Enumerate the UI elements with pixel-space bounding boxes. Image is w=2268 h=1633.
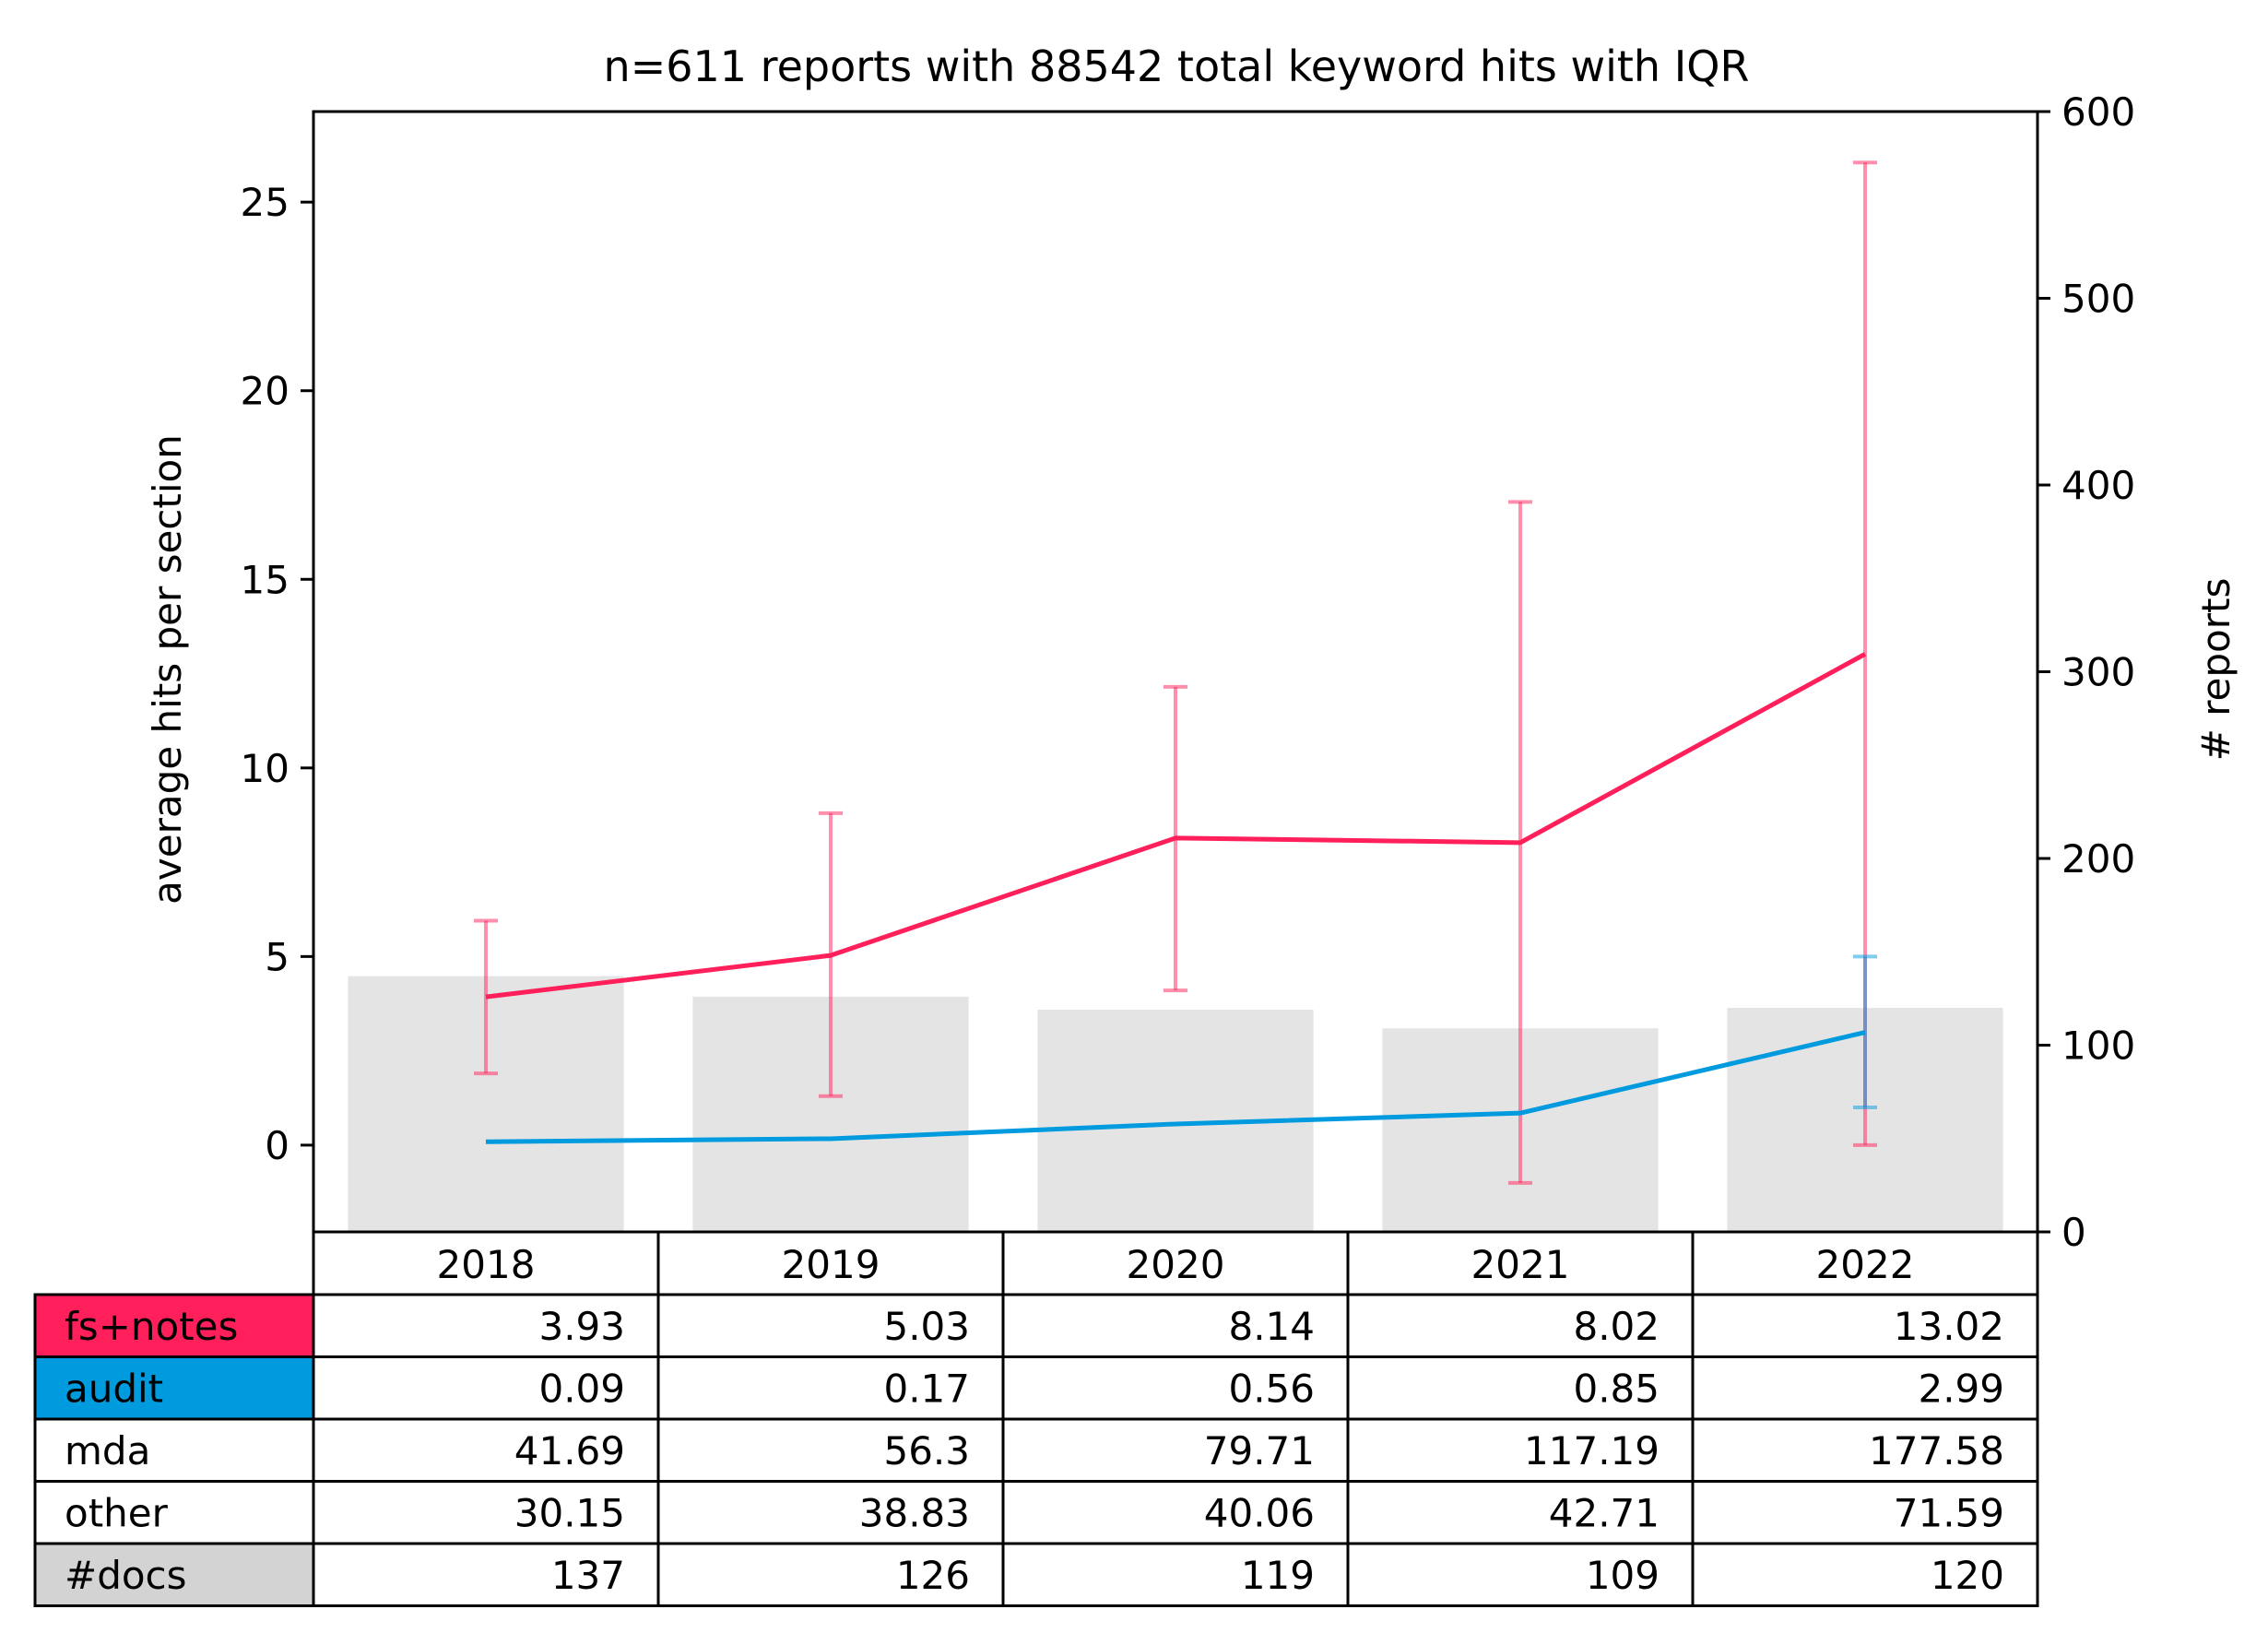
table-value-other-2020: 40.06 (1204, 1491, 1315, 1536)
table-header-cell-2022 (1691, 1230, 2039, 1296)
y-tick-label-5: 5 (265, 934, 289, 979)
table-value-fs+notes-2018: 3.93 (538, 1304, 625, 1349)
table-value-audit-2022: 2.99 (1918, 1367, 2004, 1412)
y-tick-label-25: 25 (241, 180, 289, 225)
table-value-#docs-2021: 109 (1586, 1553, 1660, 1598)
table-value-mda-2022: 177.58 (1869, 1428, 2004, 1473)
y2-tick-label-300: 300 (2061, 650, 2135, 695)
table-value-other-2018: 30.15 (514, 1491, 625, 1536)
table-value-#docs-2019: 126 (896, 1553, 970, 1598)
y2-tick-label-200: 200 (2061, 836, 2135, 882)
table-cell-audit-2021 (1346, 1355, 1695, 1421)
table-value-#docs-2020: 119 (1241, 1553, 1315, 1598)
y2-axis-label: # reports (2193, 578, 2238, 762)
table-value-fs+notes-2021: 8.02 (1573, 1304, 1660, 1349)
y-tick-label-10: 10 (241, 746, 289, 791)
table-value-other-2022: 71.59 (1894, 1491, 2004, 1536)
table-value-mda-2019: 56.3 (883, 1428, 970, 1473)
table-cell-#docs-2018 (312, 1542, 660, 1607)
table-value-fs+notes-2022: 13.02 (1894, 1304, 2004, 1349)
table-value-mda-2021: 117.19 (1524, 1428, 1660, 1473)
table-header-cell-2020 (1001, 1230, 1350, 1296)
table-cell-#docs-2019 (656, 1542, 1005, 1607)
table-cell-other-2019 (656, 1480, 1005, 1545)
table-header-2020: 2020 (1127, 1242, 1225, 1287)
table-row-label-#docs: #docs (65, 1553, 187, 1598)
series-line-audit (485, 1030, 1866, 1144)
table-header-cell-2019 (656, 1230, 1005, 1296)
table-value-#docs-2022: 120 (1931, 1553, 2004, 1598)
table-value-audit-2020: 0.56 (1228, 1367, 1315, 1412)
table-cell-mda-2021 (1346, 1417, 1695, 1483)
table-value-audit-2018: 0.09 (538, 1367, 625, 1412)
table-row-label-audit: audit (65, 1367, 163, 1412)
table-row-label-cell-#docs (33, 1542, 315, 1607)
series-line-fs+notes (485, 652, 1867, 1000)
table-cell-other-2022 (1691, 1480, 2039, 1545)
table-value-#docs-2018: 137 (551, 1553, 625, 1598)
bars-layer (348, 976, 2003, 1232)
table-cell-audit-2018 (312, 1355, 660, 1421)
table-cell-other-2020 (1001, 1480, 1350, 1545)
y-tick-label-15: 15 (241, 557, 289, 602)
table-value-audit-2021: 0.85 (1573, 1367, 1660, 1412)
table-row-label-other: other (65, 1491, 169, 1536)
y-tick-label-20: 20 (241, 369, 289, 414)
table-value-fs+notes-2020: 8.14 (1228, 1304, 1315, 1349)
y2-tick-label-600: 600 (2061, 89, 2135, 135)
table-header-cell-2021 (1346, 1230, 1695, 1296)
table-header-2021: 2021 (1471, 1242, 1570, 1287)
table-header-2022: 2022 (1816, 1242, 1915, 1287)
left-axis: 0 5 10 15 20 25 (241, 180, 313, 1168)
table-value-other-2021: 42.71 (1549, 1491, 1660, 1536)
table-cell-mda-2019 (656, 1417, 1005, 1483)
table-cell-audit-2019 (656, 1355, 1005, 1421)
table-header-2019: 2019 (782, 1242, 880, 1287)
table-cell-#docs-2020 (1001, 1542, 1350, 1607)
y2-tick-label-400: 400 (2061, 463, 2135, 508)
table-cell-fs+notes-2018 (312, 1293, 660, 1358)
table-row-label-fs+notes: fs+notes (65, 1304, 238, 1349)
data-table: 2018 2019 2020 2021 2022 fs+notes 3.93 5.03 8.14… (33, 1230, 2039, 1607)
table-value-mda-2018: 41.69 (514, 1428, 625, 1473)
table-cell-mda-2022 (1691, 1417, 2039, 1483)
table-cell-mda-2020 (1001, 1417, 1350, 1483)
table-cell-#docs-2022 (1691, 1542, 2039, 1607)
table-value-mda-2020: 79.71 (1204, 1428, 1315, 1473)
table-cell-other-2021 (1346, 1480, 1695, 1545)
table-header-2018: 2018 (437, 1242, 536, 1287)
chart-title: n=611 reports with 88542 total keyword h… (604, 41, 1750, 91)
table-cell-other-2018 (312, 1480, 660, 1545)
table-cell-fs+notes-2022 (1691, 1293, 2039, 1358)
y-axis-label: average hits per section (145, 434, 190, 905)
y2-tick-label-500: 500 (2061, 277, 2135, 322)
table-row-label-cell-mda (33, 1417, 315, 1483)
lines-layer (485, 652, 1867, 1144)
y2-tick-label-100: 100 (2061, 1024, 2135, 1069)
y2-tick-label-0: 0 (2061, 1210, 2086, 1255)
table-row-label-mda: mda (65, 1428, 150, 1473)
table-value-audit-2019: 0.17 (883, 1367, 970, 1412)
y-tick-label-0: 0 (265, 1123, 289, 1168)
table-value-other-2019: 38.83 (859, 1491, 970, 1536)
table-cell-fs+notes-2019 (656, 1293, 1005, 1358)
right-axis: 0 100 200 300 400 500 600 (2038, 89, 2135, 1255)
table-value-fs+notes-2019: 5.03 (883, 1304, 970, 1349)
table-cell-audit-2022 (1691, 1355, 2039, 1421)
